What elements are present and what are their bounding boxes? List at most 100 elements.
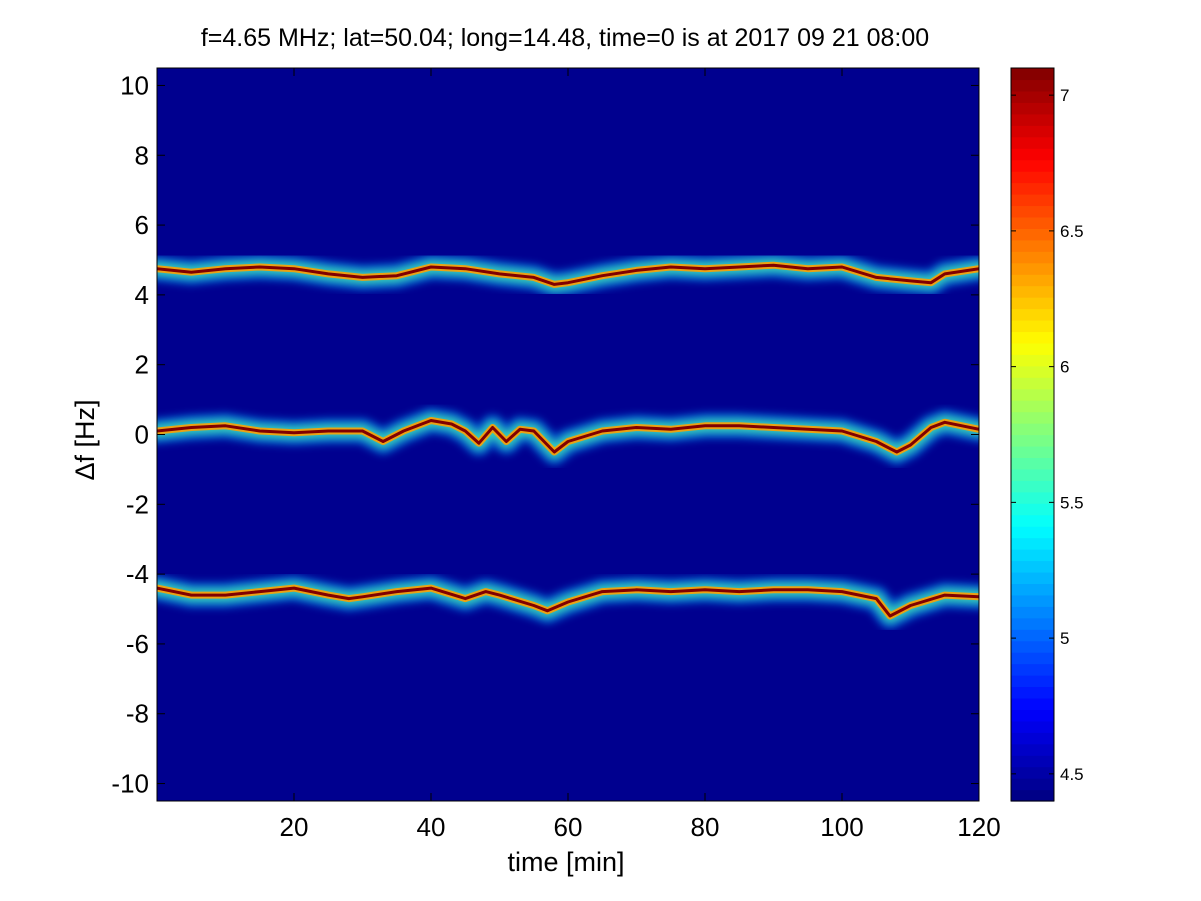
- colorbar-strip: [1011, 171, 1054, 184]
- colorbar-strip: [1011, 159, 1054, 172]
- band-upper: [157, 252, 979, 298]
- y-tick-label: -8: [126, 699, 149, 729]
- y-tick-label: 4: [135, 280, 149, 310]
- colorbar-strip: [1011, 342, 1054, 355]
- colorbar-strip: [1011, 308, 1054, 321]
- colorbar-ticks: 4.5 5 5.5 6 6.5 7: [1011, 86, 1084, 784]
- y-tick-label: -6: [126, 629, 149, 659]
- colorbar-strip: [1011, 514, 1054, 527]
- colorbar-strip: [1011, 319, 1054, 333]
- x-tick-label: 60: [554, 812, 583, 842]
- colorbar-strip: [1011, 182, 1054, 195]
- colorbar-tick-label: 6: [1060, 358, 1069, 377]
- colorbar-strip: [1011, 434, 1054, 447]
- colorbar-strip: [1011, 743, 1054, 756]
- colorbar-strip: [1011, 228, 1054, 241]
- colorbar-strip: [1011, 468, 1054, 481]
- colorbar-strip: [1011, 503, 1054, 516]
- colorbar-strip: [1011, 365, 1054, 378]
- y-tick-label: 6: [135, 210, 149, 240]
- colorbar-strip: [1011, 102, 1054, 115]
- colorbar-strip: [1011, 297, 1054, 310]
- colorbar-strip: [1011, 537, 1054, 550]
- x-tick-label: 120: [957, 812, 1000, 842]
- colorbar-strip: [1011, 594, 1054, 607]
- colorbar-strip: [1011, 274, 1054, 287]
- chart-title: f=4.65 MHz; lat=50.04; long=14.48, time=…: [201, 24, 929, 52]
- x-tick-label: 80: [691, 812, 720, 842]
- y-tick-label: 8: [135, 140, 149, 170]
- colorbar-strip: [1011, 686, 1054, 699]
- y-tick-label: -4: [126, 559, 149, 589]
- x-axis: 20 40 60 80 100 120: [280, 68, 1001, 842]
- colorbar-tick-label: 4.5: [1060, 765, 1084, 784]
- signal-bands: [157, 252, 979, 629]
- y-tick-label: 2: [135, 350, 149, 380]
- colorbar-strip: [1011, 216, 1054, 229]
- colorbar-strip: [1011, 239, 1054, 252]
- colorbar-strip: [1011, 720, 1054, 733]
- colorbar-strip: [1011, 388, 1054, 401]
- colorbar-frame: [1010, 67, 1055, 802]
- colorbar-strip: [1011, 709, 1054, 722]
- colorbar-strip: [1011, 583, 1054, 596]
- colorbar-tick-label: 5: [1060, 629, 1069, 648]
- colorbar-strip: [1011, 755, 1054, 768]
- colorbar-strip: [1011, 205, 1054, 218]
- x-tick-label: 20: [280, 812, 309, 842]
- colorbar-strip: [1011, 675, 1054, 688]
- y-tick-label: 0: [135, 420, 149, 450]
- colorbar-strip: [1011, 697, 1054, 710]
- colorbar-strip: [1011, 629, 1054, 642]
- colorbar-strip: [1011, 778, 1054, 791]
- colorbar-strip: [1011, 423, 1054, 436]
- band-center: [157, 407, 979, 465]
- colorbar-strip: [1011, 606, 1054, 619]
- colorbar-strip: [1011, 652, 1054, 665]
- colorbar-strip: [1011, 663, 1054, 676]
- colorbar-strip: [1011, 732, 1054, 745]
- x-tick-label: 100: [820, 812, 863, 842]
- colorbar-strip: [1011, 617, 1054, 630]
- colorbar-strip: [1011, 79, 1054, 92]
- colorbar-strip: [1011, 148, 1054, 161]
- colorbar-strip: [1011, 480, 1054, 493]
- colorbar-strip: [1011, 354, 1054, 367]
- colorbar-gradient: [1011, 68, 1054, 802]
- band-center-trace-3: [157, 419, 979, 454]
- colorbar-strip: [1011, 571, 1054, 584]
- colorbar-strip: [1011, 90, 1054, 103]
- y-axis: -10 -8 -6 -4 -2 0 2 4 6 8 10: [111, 70, 979, 799]
- colorbar-strip: [1011, 251, 1054, 264]
- colorbar-strip: [1011, 445, 1054, 459]
- band-upper-trace-3: [157, 263, 979, 286]
- colorbar-strip: [1011, 136, 1054, 149]
- colorbar-strip: [1011, 113, 1054, 126]
- y-tick-label: 10: [120, 70, 149, 100]
- band-lower-trace-3: [157, 586, 979, 618]
- y-tick-label: -2: [126, 489, 149, 519]
- colorbar-strip: [1011, 526, 1054, 539]
- colorbar-strip: [1011, 457, 1054, 470]
- band-lower: [157, 575, 979, 629]
- colorbar-tick-label: 6.5: [1060, 222, 1084, 241]
- colorbar-strip: [1011, 560, 1054, 573]
- colorbar-strip: [1011, 640, 1054, 653]
- x-tick-label: 40: [417, 812, 446, 842]
- colorbar-strip: [1011, 285, 1054, 298]
- x-axis-label: time [min]: [507, 847, 624, 877]
- colorbar-strip: [1011, 491, 1054, 504]
- colorbar-strip: [1011, 549, 1054, 562]
- colorbar-strip: [1011, 789, 1054, 802]
- colorbar: 4.5 5 5.5 6 6.5 7: [1010, 67, 1084, 802]
- y-tick-label: -10: [111, 769, 149, 799]
- y-axis-label: Δf [Hz]: [70, 399, 100, 480]
- colorbar-strip: [1011, 262, 1054, 275]
- colorbar-strip: [1011, 193, 1054, 207]
- colorbar-strip: [1011, 411, 1054, 424]
- colorbar-tick-label: 5.5: [1060, 493, 1084, 512]
- colorbar-tick-label: 7: [1060, 86, 1069, 105]
- colorbar-strip: [1011, 377, 1054, 390]
- colorbar-strip: [1011, 766, 1054, 779]
